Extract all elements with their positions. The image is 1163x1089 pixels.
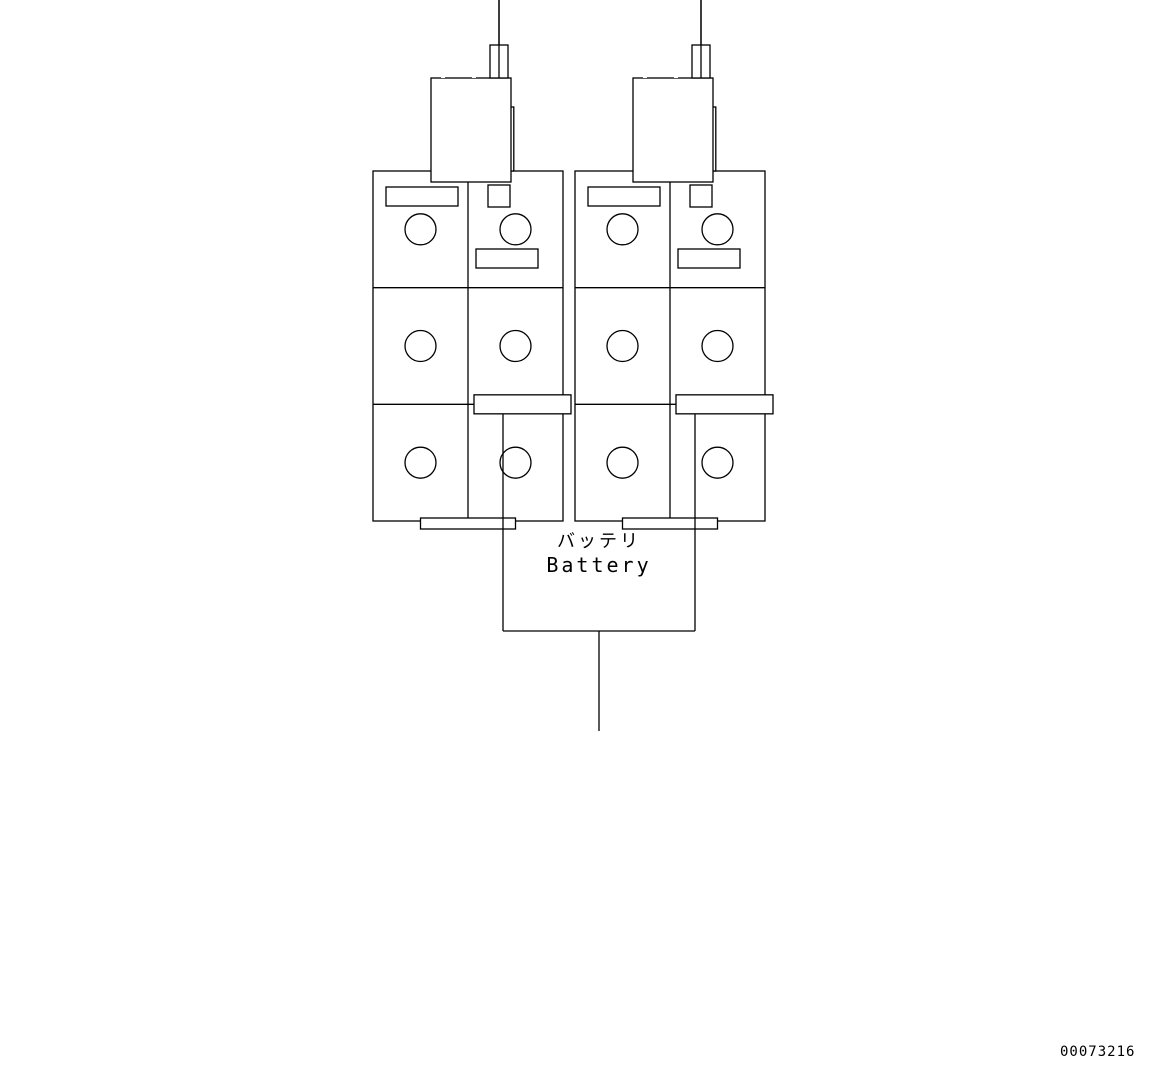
- document-number: 00073216: [1060, 1044, 1135, 1060]
- battery-label-jp: バッテリ: [529, 527, 669, 553]
- battery-label-en: Battery: [529, 553, 669, 577]
- battery-label: バッテリ Battery: [529, 527, 669, 577]
